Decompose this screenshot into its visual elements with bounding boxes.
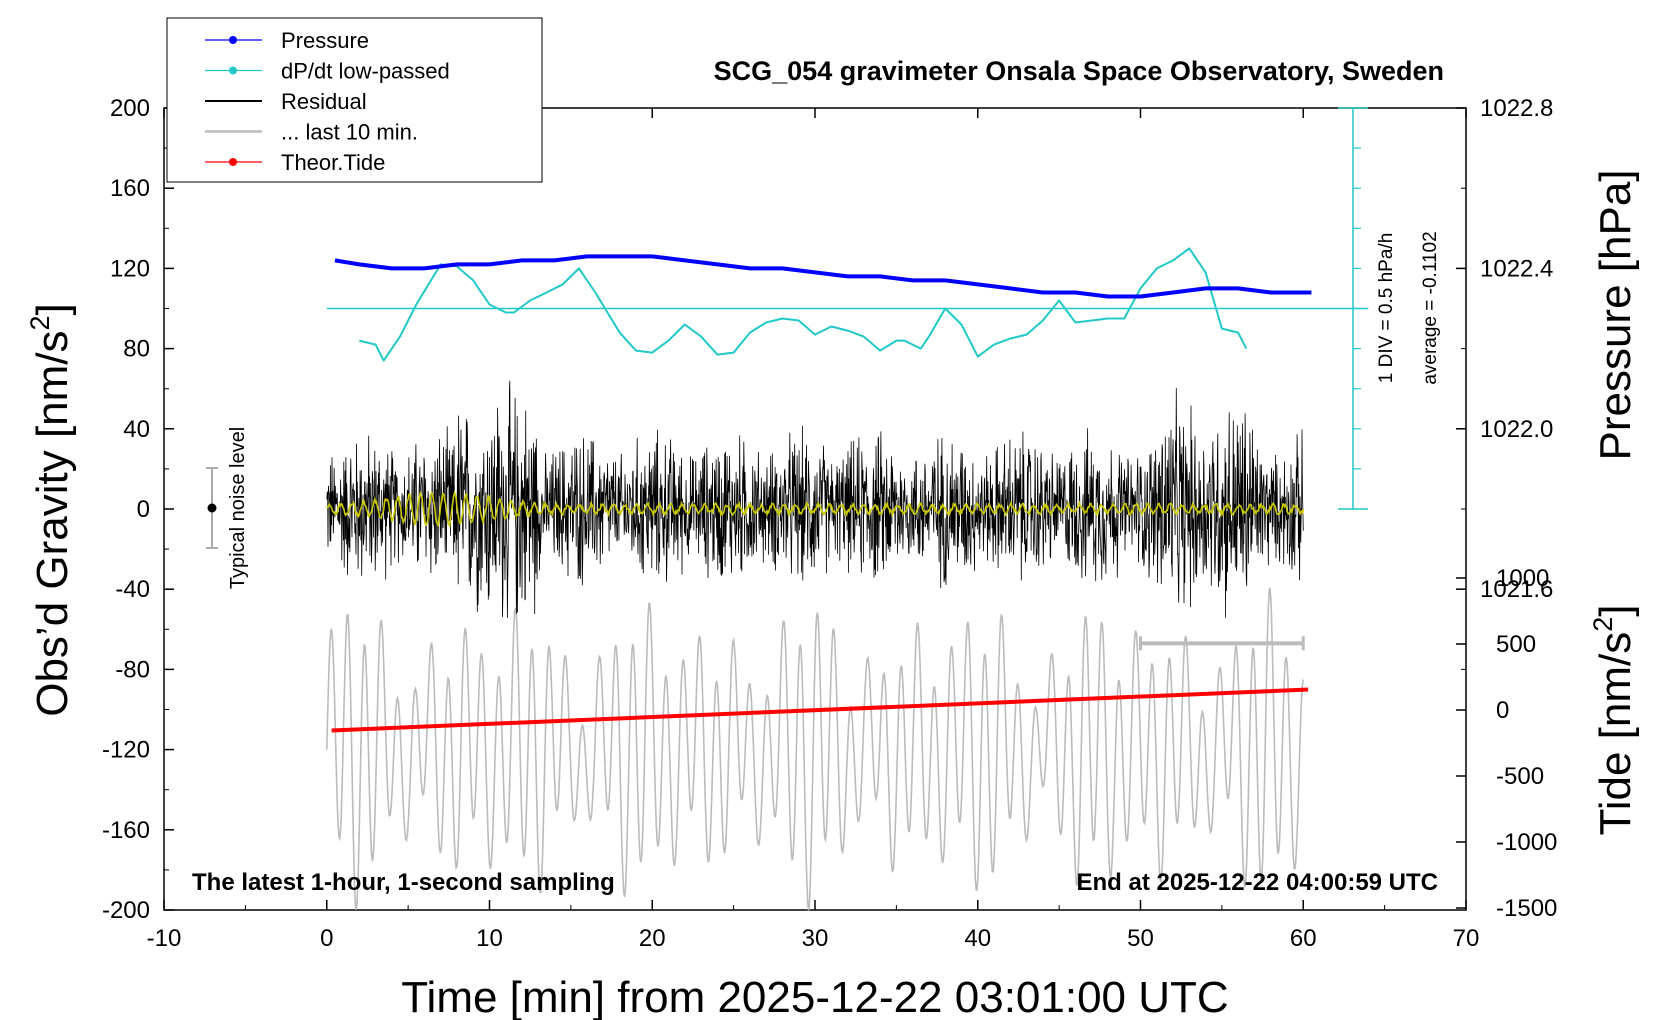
y-tick-label: -40 [115,576,150,603]
series-last-10-min [326,587,1305,911]
x-tick-label: 0 [320,925,333,952]
legend-marker [229,158,237,166]
series-layer [326,107,1369,911]
ddt-scale-label: 1 DIV = 0.5 hPa/h [1376,233,1397,384]
legend-label: ... last 10 min. [281,120,418,145]
legend-items: Pressure dP/dt low-passed Residual ... last… [205,28,450,175]
noise-level-label: Typical noise level [227,427,249,589]
noise-level-dot [207,503,217,513]
pressure-tick-label: 1022.4 [1480,255,1553,282]
x-tick-label: 50 [1127,925,1154,952]
legend-label: Theor.Tide [281,150,385,175]
y-axis-label-tide: Tide [nm/s2] [1588,604,1640,835]
series-residual-lowpassed [326,490,1305,528]
legend-marker [229,36,237,44]
tide-tick-label: 500 [1496,631,1536,658]
legend: Pressure dP/dt low-passed Residual ... last… [166,17,543,183]
y-axis-label-left-main: Obs’d Gravity [nm/s [28,330,77,716]
y-axis-label-pressure: Pressure [hPa] [1591,169,1640,460]
x-tick-label: 40 [964,925,991,952]
pressure-tick-label: 1021.6 [1480,576,1553,603]
tide-tick-label: 0 [1496,697,1509,724]
series-dpdt [359,247,1248,362]
y-tick-label: -160 [102,817,150,844]
y-tick-label: -200 [102,897,150,924]
y-tick-label: -80 [115,656,150,683]
tide-tick-label: -500 [1496,763,1544,790]
tide-tick-label: -1000 [1496,829,1557,856]
series-residual [326,380,1304,618]
x-tick-label: 10 [476,925,503,952]
series-pressure [334,254,1312,299]
legend-label: Residual [281,89,367,114]
legend-label: Pressure [281,28,369,53]
y-axis-label-left: Obs’d Gravity [nm/s2] [25,303,77,717]
pressure-tick-label: 1022.8 [1480,95,1553,122]
x-tick-label: -10 [147,925,182,952]
ddt-average-label: average = -0.1102 [1420,231,1441,384]
bottom-right-note: End at 2025-12-22 04:00:59 UTC [1077,869,1439,896]
y-tick-label: -120 [102,737,150,764]
x-axis-label: Time [min] from 2025-12-22 03:01:00 UTC [401,973,1228,1020]
tide-tick-label: 1000 [1496,565,1549,592]
y-tick-label: 40 [123,416,150,443]
y-tick-label: 160 [110,175,150,202]
y-tick-label: 80 [123,336,150,363]
y-axis-label-tide-close: ] [1591,604,1640,616]
y-axis-label-tide-sup: 2 [1588,617,1618,632]
y-tick-label: 0 [137,496,150,523]
legend-marker [229,66,237,75]
x-tick-label: 20 [639,925,666,952]
y-tick-label: 120 [110,255,150,282]
series-theor-tide [331,687,1309,733]
y-tick-label: 200 [110,95,150,122]
legend-label: dP/dt low-passed [281,59,450,84]
tide-tick-label: -1500 [1496,895,1557,922]
axis-ticks: -10 0 10 20 30 40 50 60 70 200 160 120 80 40 0 -40 -80 -1… [102,95,1557,952]
chart-title: SCG_054 gravimeter Onsala Space Observat… [714,56,1444,86]
y-axis-label-tide-main: Tide [nm/s [1591,632,1640,836]
bottom-left-note: The latest 1-hour, 1-second sampling [192,869,615,896]
y-axis-label-left-sup: 2 [25,315,55,330]
x-tick-label: 30 [802,925,829,952]
x-tick-label: 60 [1290,925,1317,952]
x-tick-label: 70 [1453,925,1480,952]
pressure-tick-label: 1022.0 [1480,416,1553,443]
y-axis-label-left-close: ] [28,303,77,315]
